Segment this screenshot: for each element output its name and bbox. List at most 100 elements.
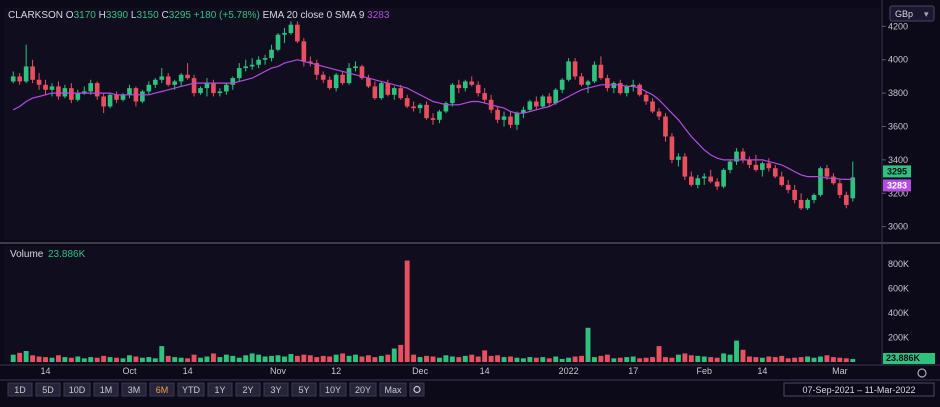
- timeframe-button[interactable]: [235, 382, 261, 397]
- candle-body[interactable]: [469, 81, 475, 85]
- volume-bar[interactable]: [81, 358, 87, 362]
- candle-body[interactable]: [17, 76, 23, 82]
- volume-bar[interactable]: [139, 357, 145, 362]
- candle-body[interactable]: [152, 79, 158, 85]
- volume-bar[interactable]: [178, 357, 184, 362]
- candle-body[interactable]: [766, 163, 772, 169]
- candle-body[interactable]: [617, 83, 623, 94]
- volume-bar[interactable]: [94, 357, 100, 362]
- volume-bar[interactable]: [721, 353, 727, 362]
- candle-body[interactable]: [23, 66, 29, 82]
- volume-bar[interactable]: [714, 357, 720, 362]
- volume-bar[interactable]: [553, 356, 559, 363]
- volume-bar[interactable]: [262, 356, 268, 363]
- volume-bar[interactable]: [256, 354, 262, 362]
- volume-bar[interactable]: [488, 355, 494, 362]
- candle-body[interactable]: [69, 88, 74, 100]
- candle-body[interactable]: [282, 33, 287, 35]
- candle-body[interactable]: [36, 79, 42, 85]
- volume-bar[interactable]: [837, 357, 843, 362]
- candle-body[interactable]: [792, 189, 797, 200]
- volume-bar[interactable]: [249, 353, 255, 362]
- candle-body[interactable]: [75, 93, 81, 100]
- candle-body[interactable]: [230, 78, 236, 85]
- candle-body[interactable]: [850, 177, 856, 199]
- candle-body[interactable]: [107, 94, 113, 107]
- volume-bar[interactable]: [598, 355, 604, 362]
- candle-body[interactable]: [721, 169, 726, 187]
- volume-bar[interactable]: [172, 357, 178, 362]
- candle-body[interactable]: [256, 59, 261, 65]
- candle-body[interactable]: [643, 94, 649, 102]
- volume-bar[interactable]: [611, 358, 617, 362]
- volume-bar[interactable]: [643, 357, 649, 362]
- volume-bar[interactable]: [236, 357, 242, 362]
- volume-bar[interactable]: [508, 356, 513, 363]
- candle-body[interactable]: [701, 176, 707, 179]
- candle-body[interactable]: [185, 74, 190, 79]
- candle-body[interactable]: [295, 24, 300, 42]
- candle-body[interactable]: [514, 113, 520, 125]
- candle-body[interactable]: [669, 136, 675, 160]
- candle-body[interactable]: [824, 168, 830, 177]
- candle-body[interactable]: [243, 66, 249, 69]
- volume-bar[interactable]: [88, 357, 94, 362]
- candle-body[interactable]: [747, 159, 752, 165]
- volume-bar[interactable]: [482, 350, 488, 362]
- volume-bar[interactable]: [559, 358, 565, 362]
- candle-body[interactable]: [656, 111, 662, 117]
- volume-bar[interactable]: [759, 357, 765, 362]
- candle-body[interactable]: [191, 78, 197, 94]
- currency-selector[interactable]: [889, 5, 935, 22]
- volume-bar[interactable]: [818, 356, 823, 363]
- candle-body[interactable]: [217, 91, 223, 94]
- volume-bar[interactable]: [43, 357, 48, 362]
- timeframe-button[interactable]: [319, 382, 347, 397]
- candle-body[interactable]: [101, 96, 106, 107]
- volume-bar[interactable]: [301, 354, 307, 362]
- volume-bar[interactable]: [772, 357, 778, 362]
- candle-body[interactable]: [831, 176, 836, 184]
- candle-body[interactable]: [424, 104, 429, 119]
- candle-body[interactable]: [398, 88, 404, 99]
- volume-bar[interactable]: [830, 357, 836, 362]
- volume-bar[interactable]: [411, 354, 417, 362]
- volume-bar[interactable]: [656, 346, 662, 362]
- candle-body[interactable]: [637, 84, 642, 95]
- volume-bar[interactable]: [527, 357, 533, 362]
- candle-body[interactable]: [443, 103, 449, 112]
- timeframe-button[interactable]: [207, 382, 233, 397]
- volume-bar[interactable]: [424, 355, 429, 362]
- volume-bar[interactable]: [365, 355, 371, 362]
- volume-bar[interactable]: [230, 355, 236, 362]
- volume-bar[interactable]: [101, 355, 107, 362]
- candle-body[interactable]: [62, 88, 68, 97]
- candle-body[interactable]: [734, 151, 739, 162]
- candle-body[interactable]: [456, 84, 462, 89]
- volume-bar[interactable]: [682, 353, 688, 362]
- volume-bar[interactable]: [533, 357, 539, 362]
- volume-bar[interactable]: [443, 355, 449, 362]
- volume-bar[interactable]: [210, 353, 216, 362]
- candle-body[interactable]: [798, 199, 804, 209]
- volume-bar[interactable]: [824, 355, 830, 362]
- candle-body[interactable]: [495, 109, 500, 120]
- volume-bar[interactable]: [398, 344, 404, 362]
- date-range-picker[interactable]: [783, 382, 935, 397]
- volume-bar[interactable]: [346, 355, 352, 362]
- volume-bar[interactable]: [850, 359, 856, 362]
- candle-body[interactable]: [249, 64, 255, 67]
- volume-bar[interactable]: [630, 356, 636, 363]
- candle-body[interactable]: [527, 101, 533, 110]
- candle-body[interactable]: [204, 83, 210, 89]
- volume-bar[interactable]: [204, 356, 210, 363]
- volume-bar[interactable]: [727, 354, 733, 362]
- volume-bar[interactable]: [404, 260, 410, 362]
- volume-bar[interactable]: [49, 357, 55, 362]
- candle-body[interactable]: [120, 94, 126, 100]
- volume-bar[interactable]: [572, 356, 578, 363]
- candle-body[interactable]: [417, 104, 423, 109]
- candle-body[interactable]: [379, 83, 384, 99]
- volume-bar[interactable]: [514, 357, 520, 362]
- candle-body[interactable]: [269, 49, 274, 59]
